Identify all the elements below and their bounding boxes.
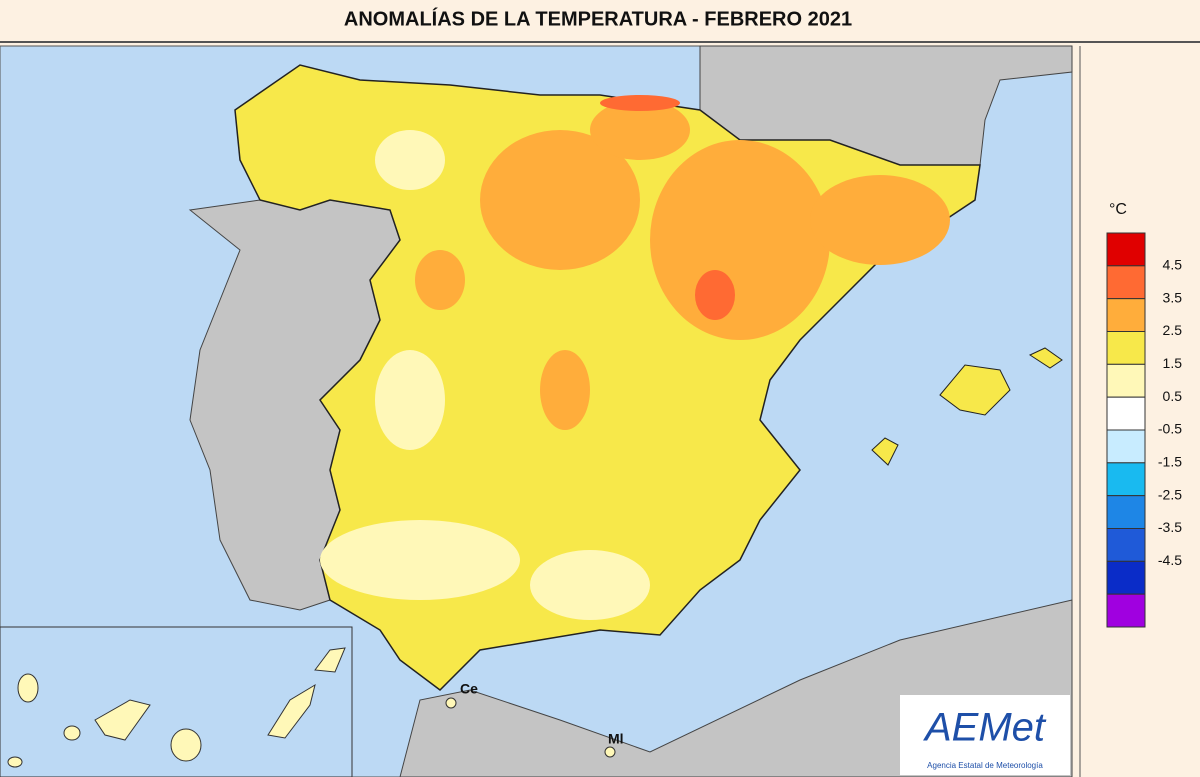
legend-swatch: [1106, 396, 1146, 431]
logo-box: [900, 695, 1070, 775]
anomaly-zone: [320, 520, 520, 600]
place-label: Ce: [460, 681, 478, 697]
logo: AEMet: [923, 706, 1047, 750]
anomaly-zone: [600, 95, 680, 111]
legend-label: 1.5: [1163, 355, 1183, 371]
legend-label: -0.5: [1158, 421, 1182, 437]
legend-swatch: [1106, 298, 1146, 332]
anomaly-zone: [480, 130, 640, 270]
map-area: Ce Ml AEMet Agencia Estatal de Meteorolo…: [0, 45, 1073, 777]
legend-swatch: [1106, 495, 1146, 529]
legend-swatch: [1106, 528, 1146, 562]
anomaly-zone: [590, 100, 690, 160]
legend-label: -1.5: [1158, 454, 1182, 470]
legend-swatch: [1106, 593, 1146, 628]
menorca: [1028, 347, 1063, 369]
legend-label: 4.5: [1163, 257, 1183, 273]
legend-swatch: [1106, 560, 1146, 595]
legend-label: 2.5: [1163, 322, 1183, 338]
legend-label: -2.5: [1158, 486, 1182, 502]
anomaly-zone: [540, 350, 590, 430]
anomaly-zone: [530, 550, 650, 620]
legend-label: -4.5: [1158, 552, 1182, 568]
ibiza: [871, 437, 899, 466]
anomaly-zone: [695, 270, 735, 320]
legend-swatch: [1106, 265, 1146, 300]
mallorca: [939, 364, 1011, 416]
title: ANOMALÍAS DE LA TEMPERATURA - FEBRERO 20…: [344, 7, 852, 30]
legend-swatch: [1106, 232, 1146, 267]
legend-label: -3.5: [1158, 519, 1182, 535]
legend-label: 3.5: [1163, 289, 1183, 305]
anomaly-zone: [375, 130, 445, 190]
canary-islands: [7, 647, 346, 768]
ceuta: [445, 697, 457, 709]
place-label: Ml: [608, 731, 624, 747]
legend: 4.5 3.5 2.5 1.5 0.5 -0.5 -1.5 -2.5 -3.5 -4.5: [1106, 232, 1183, 628]
anomaly-zone: [375, 350, 445, 450]
melilla: [604, 746, 616, 758]
legend-swatch: [1106, 363, 1146, 398]
legend-swatch: [1106, 462, 1146, 497]
anomaly-zone: [810, 175, 950, 265]
legend-swatch: [1106, 331, 1146, 365]
legend-label: 0.5: [1163, 388, 1183, 404]
logo-caption: Agencia Estatal de Meteorología: [927, 761, 1043, 770]
anomaly-zone: [415, 250, 465, 310]
legend-unit: °C: [1109, 201, 1127, 218]
legend-swatch: [1106, 429, 1146, 464]
anomaly-zone: [650, 140, 830, 340]
